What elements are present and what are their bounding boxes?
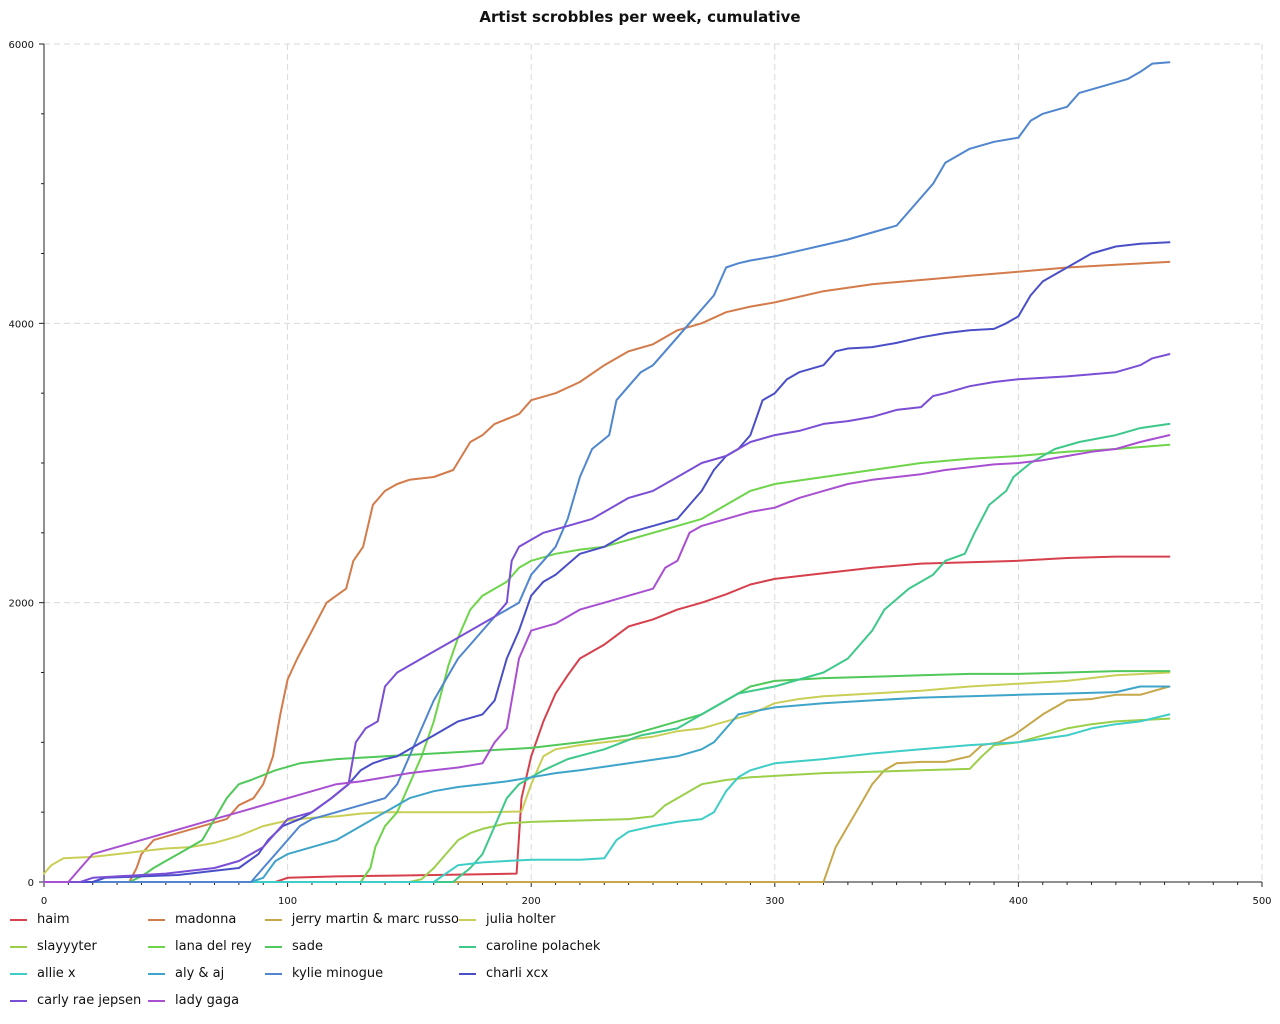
legend-label: allie x: [37, 966, 76, 981]
legend-item: carly rae jepsen: [10, 991, 148, 1010]
legend-label: lana del rey: [175, 939, 252, 954]
legend-swatch: [459, 918, 476, 921]
legend-item: charli xcx: [459, 964, 609, 983]
legend-item: caroline polachek: [459, 937, 609, 956]
legend-item: kylie minogue: [265, 964, 459, 983]
chart-title: Artist scrobbles per week, cumulative: [479, 8, 800, 26]
legend-item: julia holter: [459, 910, 609, 929]
y-tick-label: 2000: [9, 599, 34, 610]
legend-item: sade: [265, 937, 459, 956]
legend-label: jerry martin & marc russo: [291, 912, 459, 927]
legend: haim madonna jerry martin & marc russo juli…: [10, 910, 830, 1010]
series-line-aly-aj: [43, 685, 1171, 883]
legend-swatch: [265, 918, 282, 921]
legend-label: haim: [37, 912, 70, 927]
x-tick-label: 400: [1009, 896, 1028, 907]
series-line-allie-x: [43, 713, 1171, 883]
series-line-charli-xcx: [43, 241, 1171, 883]
series-line-kylie-minogue: [43, 61, 1171, 883]
y-tick-label: 6000: [9, 40, 34, 51]
y-tick-label: 0: [28, 878, 34, 889]
legend-item: allie x: [10, 964, 148, 983]
legend-item: jerry martin & marc russo: [265, 910, 459, 929]
legend-label: caroline polachek: [486, 939, 601, 954]
series-line-lady-gaga: [43, 434, 1171, 883]
x-tick-label: 100: [278, 896, 297, 907]
legend-label: aly & aj: [175, 966, 225, 981]
series-line-madonna: [43, 260, 1171, 883]
y-tick-label: 4000: [9, 319, 34, 330]
legend-item: lana del rey: [148, 937, 265, 956]
series-line-haim: [43, 555, 1171, 883]
legend-swatch: [459, 972, 476, 975]
series-line-sade: [43, 670, 1171, 883]
series-line-jerry-martin-marc-russo: [43, 685, 1171, 883]
legend-item: madonna: [148, 910, 265, 929]
legend-item: haim: [10, 910, 148, 929]
series-group: [43, 61, 1171, 883]
legend-item: slayyyter: [10, 937, 148, 956]
legend-swatch: [265, 945, 282, 948]
legend-swatch: [148, 999, 165, 1002]
grid: [44, 43, 1263, 882]
legend-swatch: [10, 918, 27, 921]
legend-swatch: [459, 945, 476, 948]
legend-label: madonna: [175, 912, 237, 927]
legend-label: kylie minogue: [292, 966, 384, 981]
legend-swatch: [148, 972, 165, 975]
legend-label: lady gaga: [175, 993, 240, 1008]
legend-item: aly & aj: [148, 964, 265, 983]
x-tick-label: 500: [1252, 896, 1271, 907]
series-line-julia-holter: [43, 671, 1171, 875]
legend-label: carly rae jepsen: [37, 993, 142, 1008]
legend-label: sade: [292, 939, 323, 954]
legend-item: lady gaga: [148, 991, 265, 1010]
legend-swatch: [265, 972, 282, 975]
legend-swatch: [148, 945, 165, 948]
legend-swatch: [10, 972, 27, 975]
series-line-lana-del-rey: [43, 443, 1171, 883]
series-line-caroline-polachek: [43, 422, 1171, 883]
legend-swatch: [148, 918, 165, 921]
legend-label: julia holter: [486, 912, 556, 927]
legend-swatch: [10, 999, 27, 1002]
x-tick-label: 0: [41, 896, 47, 907]
x-tick-label: 300: [765, 896, 784, 907]
legend-swatch: [10, 945, 27, 948]
series-line-carly-rae-jepsen: [43, 353, 1171, 883]
legend-label: charli xcx: [486, 966, 549, 981]
legend-label: slayyyter: [37, 939, 97, 954]
axes: 0 100 200 300 400 500 0 2000 4000 6000: [9, 40, 1272, 907]
x-tick-label: 200: [522, 896, 541, 907]
